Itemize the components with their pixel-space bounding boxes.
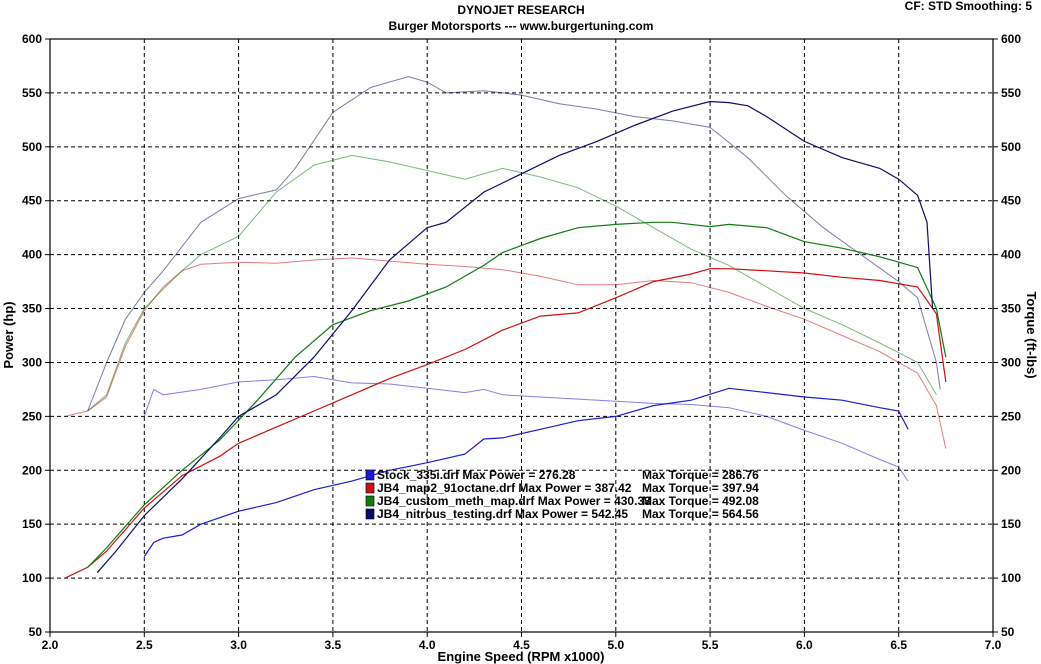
y2-tick-label: 100: [1001, 571, 1021, 585]
chart-title: DYNOJET RESEARCH: [457, 3, 584, 17]
power-line-2: [87, 221, 947, 568]
y2-tick-label: 600: [1001, 32, 1021, 46]
y-tick-label: 350: [22, 302, 42, 316]
torque-line-3: [87, 76, 941, 412]
x-tick-label: 3.0: [230, 638, 247, 652]
legend-max-torque: Max Torque = 492.08: [642, 494, 759, 508]
y-axis-label: Power (hp): [1, 301, 16, 368]
x-tick-label: 3.5: [325, 638, 342, 652]
grid-lines: [50, 39, 993, 632]
y2-tick-label: 300: [1001, 355, 1021, 369]
legend-entry: JB4_map2_91octane.drf Max Power = 387.42: [377, 481, 632, 495]
y-tick-label: 100: [22, 571, 42, 585]
x-tick-label: 4.0: [419, 638, 436, 652]
torque-curves: [64, 76, 947, 482]
legend-entry: JB4_custom_meth_map.drf Max Power = 430.…: [377, 494, 651, 508]
power-line-0: [143, 387, 909, 557]
legend-swatch: [365, 495, 375, 507]
y2-tick-label: 150: [1001, 517, 1021, 531]
y-tick-label: 450: [22, 194, 42, 208]
x-tick-label: 2.0: [42, 638, 59, 652]
legend-swatch: [365, 469, 375, 481]
x-tick-label: 2.5: [136, 638, 153, 652]
power-line-3: [96, 100, 934, 574]
torque-line-2: [87, 154, 937, 412]
y2-tick-label: 550: [1001, 86, 1021, 100]
y2-axis-label: Torque (ft-lbs): [1024, 291, 1039, 378]
x-tick-label: 4.5: [513, 638, 530, 652]
x-tick-label: 7.0: [985, 638, 1002, 652]
y-tick-label: 250: [22, 409, 42, 423]
torque-line-0: [143, 375, 909, 482]
y-tick-label: 500: [22, 140, 42, 154]
y2-tick-label: 350: [1001, 302, 1021, 316]
power-line-1: [64, 268, 947, 579]
y-tick-label: 150: [22, 517, 42, 531]
axis-ticks: 2.0 2.5 3.0 3.5 4.0 4.5 5.0 5.5 6.0 6.5 7.050 50100…: [22, 32, 1021, 652]
y2-tick-label: 250: [1001, 409, 1021, 423]
legend-swatch: [365, 482, 375, 494]
legend-max-torque: Max Torque = 286.76: [642, 468, 759, 482]
y-tick-label: 600: [22, 32, 42, 46]
y-tick-label: 50: [29, 625, 43, 639]
y2-tick-label: 500: [1001, 140, 1021, 154]
x-tick-label: 6.0: [796, 638, 813, 652]
legend-swatch: [365, 508, 375, 520]
legend-max-torque: Max Torque = 397.94: [642, 481, 759, 495]
x-tick-label: 5.5: [702, 638, 719, 652]
chart-subtitle: Burger Motorsports --- www.burgertuning.…: [389, 19, 654, 33]
torque-line-1: [64, 257, 947, 449]
legend-entry: JB4_nitrous_testing.drf Max Power = 542.…: [377, 507, 628, 521]
y2-tick-label: 200: [1001, 463, 1021, 477]
cf-smoothing-label: CF: STD Smoothing: 5: [905, 0, 1033, 13]
y-tick-label: 400: [22, 248, 42, 262]
x-tick-label: 6.5: [890, 638, 907, 652]
y-tick-label: 550: [22, 86, 42, 100]
power-curves: [64, 100, 947, 579]
y2-tick-label: 400: [1001, 248, 1021, 262]
legend-max-torque: Max Torque = 564.56: [642, 507, 759, 521]
legend: Stock_335i.drf Max Power = 276.28 Max Tor…: [365, 468, 759, 521]
x-tick-label: 5.0: [607, 638, 624, 652]
y2-tick-label: 50: [1001, 625, 1015, 639]
y-tick-label: 300: [22, 355, 42, 369]
legend-entry: Stock_335i.drf Max Power = 276.28: [377, 468, 576, 482]
y2-tick-label: 450: [1001, 194, 1021, 208]
y-tick-label: 200: [22, 463, 42, 477]
x-axis-label: Engine Speed (RPM x1000): [438, 649, 605, 664]
